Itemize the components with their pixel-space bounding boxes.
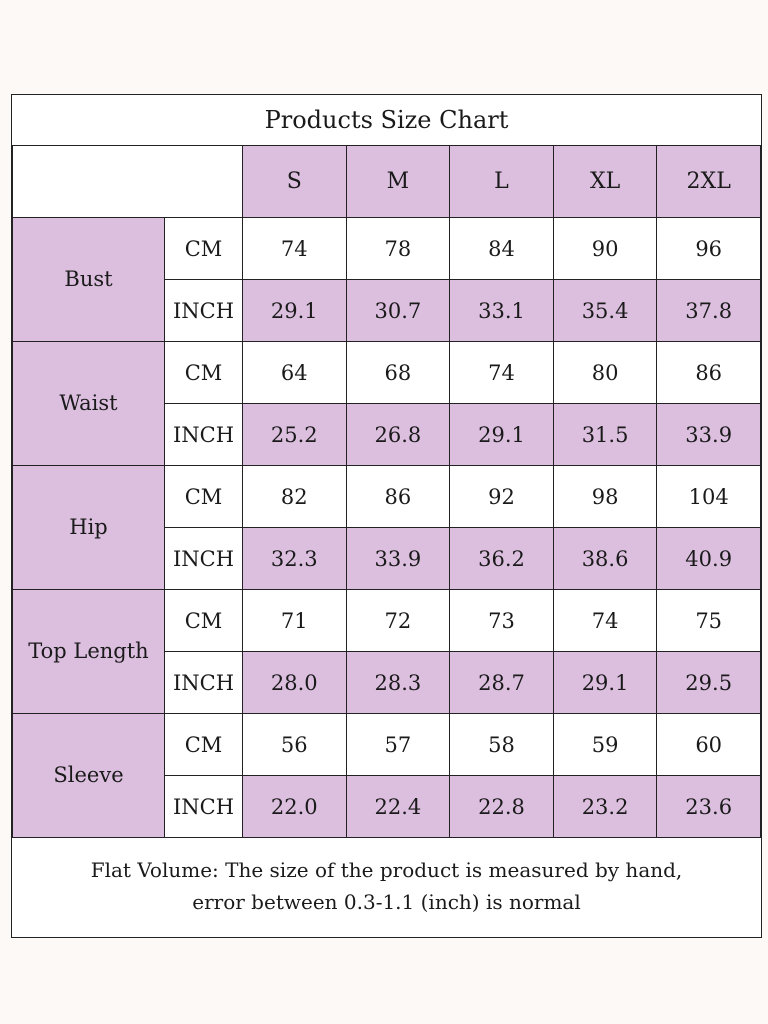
unit-label-cm: CM: [164, 713, 243, 776]
table-row: INCH 25.2 26.8 29.1 31.5 33.9: [13, 403, 761, 466]
value-cell: 33.9: [345, 527, 451, 590]
size-header-m: M: [345, 145, 451, 218]
unit-label-cm: CM: [164, 217, 243, 280]
unit-label-cm: CM: [164, 465, 243, 528]
value-cell: 74: [449, 341, 554, 404]
value-cell: 32.3: [242, 527, 347, 590]
value-cell: 33.1: [449, 279, 554, 342]
value-cell: 78: [345, 217, 451, 280]
value-cell: 26.8: [345, 403, 451, 466]
value-cell: 22.8: [449, 775, 554, 838]
value-cell: 22.4: [345, 775, 451, 838]
value-cell: 84: [449, 217, 554, 280]
value-cell: 28.3: [345, 651, 451, 714]
value-cell: 33.9: [656, 403, 761, 466]
unit-label-inch: INCH: [164, 279, 243, 342]
corner-cell: [12, 145, 243, 218]
measure-label: Hip: [12, 465, 165, 590]
value-cell: 64: [242, 341, 347, 404]
value-cell: 72: [345, 589, 451, 652]
value-cell: 35.4: [552, 279, 658, 342]
value-cell: 29.1: [552, 651, 658, 714]
measure-label: Waist: [12, 341, 165, 466]
unit-label-cm: CM: [164, 341, 243, 404]
table-row: Bust CM 74 78 84 90 96: [12, 217, 761, 342]
table-row: INCH 29.1 30.7 33.1 35.4 37.8: [13, 279, 761, 342]
value-cell: 74: [242, 217, 347, 280]
value-cell: 86: [345, 465, 451, 528]
value-cell: 22.0: [242, 775, 347, 838]
size-header-xl: XL: [552, 145, 658, 218]
value-cell: 29.5: [656, 651, 761, 714]
value-cell: 25.2: [242, 403, 347, 466]
value-cell: 31.5: [552, 403, 658, 466]
value-cell: 36.2: [449, 527, 554, 590]
unit-label-inch: INCH: [164, 775, 243, 838]
value-cell: 60: [656, 713, 761, 776]
size-table: Products Size Chart S M L XL 2XL Bust CM 74 78 8…: [12, 95, 761, 928]
unit-label-cm: CM: [164, 589, 243, 652]
value-cell: 59: [552, 713, 658, 776]
value-cell: 92: [449, 465, 554, 528]
value-cell: 38.6: [552, 527, 658, 590]
table-row: Hip CM 82 86 92 98 104: [12, 465, 761, 590]
value-cell: 56: [242, 713, 347, 776]
value-cell: 40.9: [656, 527, 761, 590]
value-cell: 57: [345, 713, 451, 776]
value-cell: 68: [345, 341, 451, 404]
chart-title: Products Size Chart: [12, 95, 761, 146]
unit-label-inch: INCH: [164, 527, 243, 590]
value-cell: 28.7: [449, 651, 554, 714]
unit-label-inch: INCH: [164, 651, 243, 714]
table-row: Top Length CM 71 72 73 74 75: [12, 589, 761, 714]
value-cell: 104: [656, 465, 761, 528]
measure-label: Top Length: [12, 589, 165, 714]
value-cell: 96: [656, 217, 761, 280]
table-row: Waist CM 64 68 74 80 86: [12, 341, 761, 466]
note-line-2: error between 0.3-1.1 (inch) is normal: [192, 890, 581, 914]
size-chart: Products Size Chart S M L XL 2XL Bust CM 74 78 8…: [11, 94, 762, 938]
measure-label: Bust: [12, 217, 165, 342]
note-line-1: Flat Volume: The size of the product is …: [90, 858, 683, 882]
value-cell: 80: [552, 341, 658, 404]
size-header-2xl: 2XL: [656, 145, 761, 218]
value-cell: 75: [656, 589, 761, 652]
table-row: Sleeve CM 56 57 58 59 60: [12, 713, 761, 838]
value-cell: 29.1: [449, 403, 554, 466]
value-cell: 73: [449, 589, 554, 652]
value-cell: 58: [449, 713, 554, 776]
unit-label-inch: INCH: [164, 403, 243, 466]
value-cell: 86: [656, 341, 761, 404]
value-cell: 82: [242, 465, 347, 528]
value-cell: 30.7: [345, 279, 451, 342]
value-cell: 37.8: [656, 279, 761, 342]
measure-label: Sleeve: [12, 713, 165, 838]
value-cell: 74: [552, 589, 658, 652]
table-row: INCH 28.0 28.3 28.7 29.1 29.5: [13, 651, 761, 714]
size-header-l: L: [449, 145, 554, 218]
value-cell: 98: [552, 465, 658, 528]
size-header-s: S: [242, 145, 347, 218]
value-cell: 71: [242, 589, 347, 652]
value-cell: 29.1: [242, 279, 347, 342]
value-cell: 23.2: [552, 775, 658, 838]
value-cell: 23.6: [656, 775, 761, 838]
table-row: INCH 22.0 22.4 22.8 23.2 23.6: [13, 775, 761, 838]
measurement-note: Flat Volume: The size of the product is …: [12, 837, 761, 928]
value-cell: 90: [552, 217, 658, 280]
value-cell: 28.0: [242, 651, 347, 714]
